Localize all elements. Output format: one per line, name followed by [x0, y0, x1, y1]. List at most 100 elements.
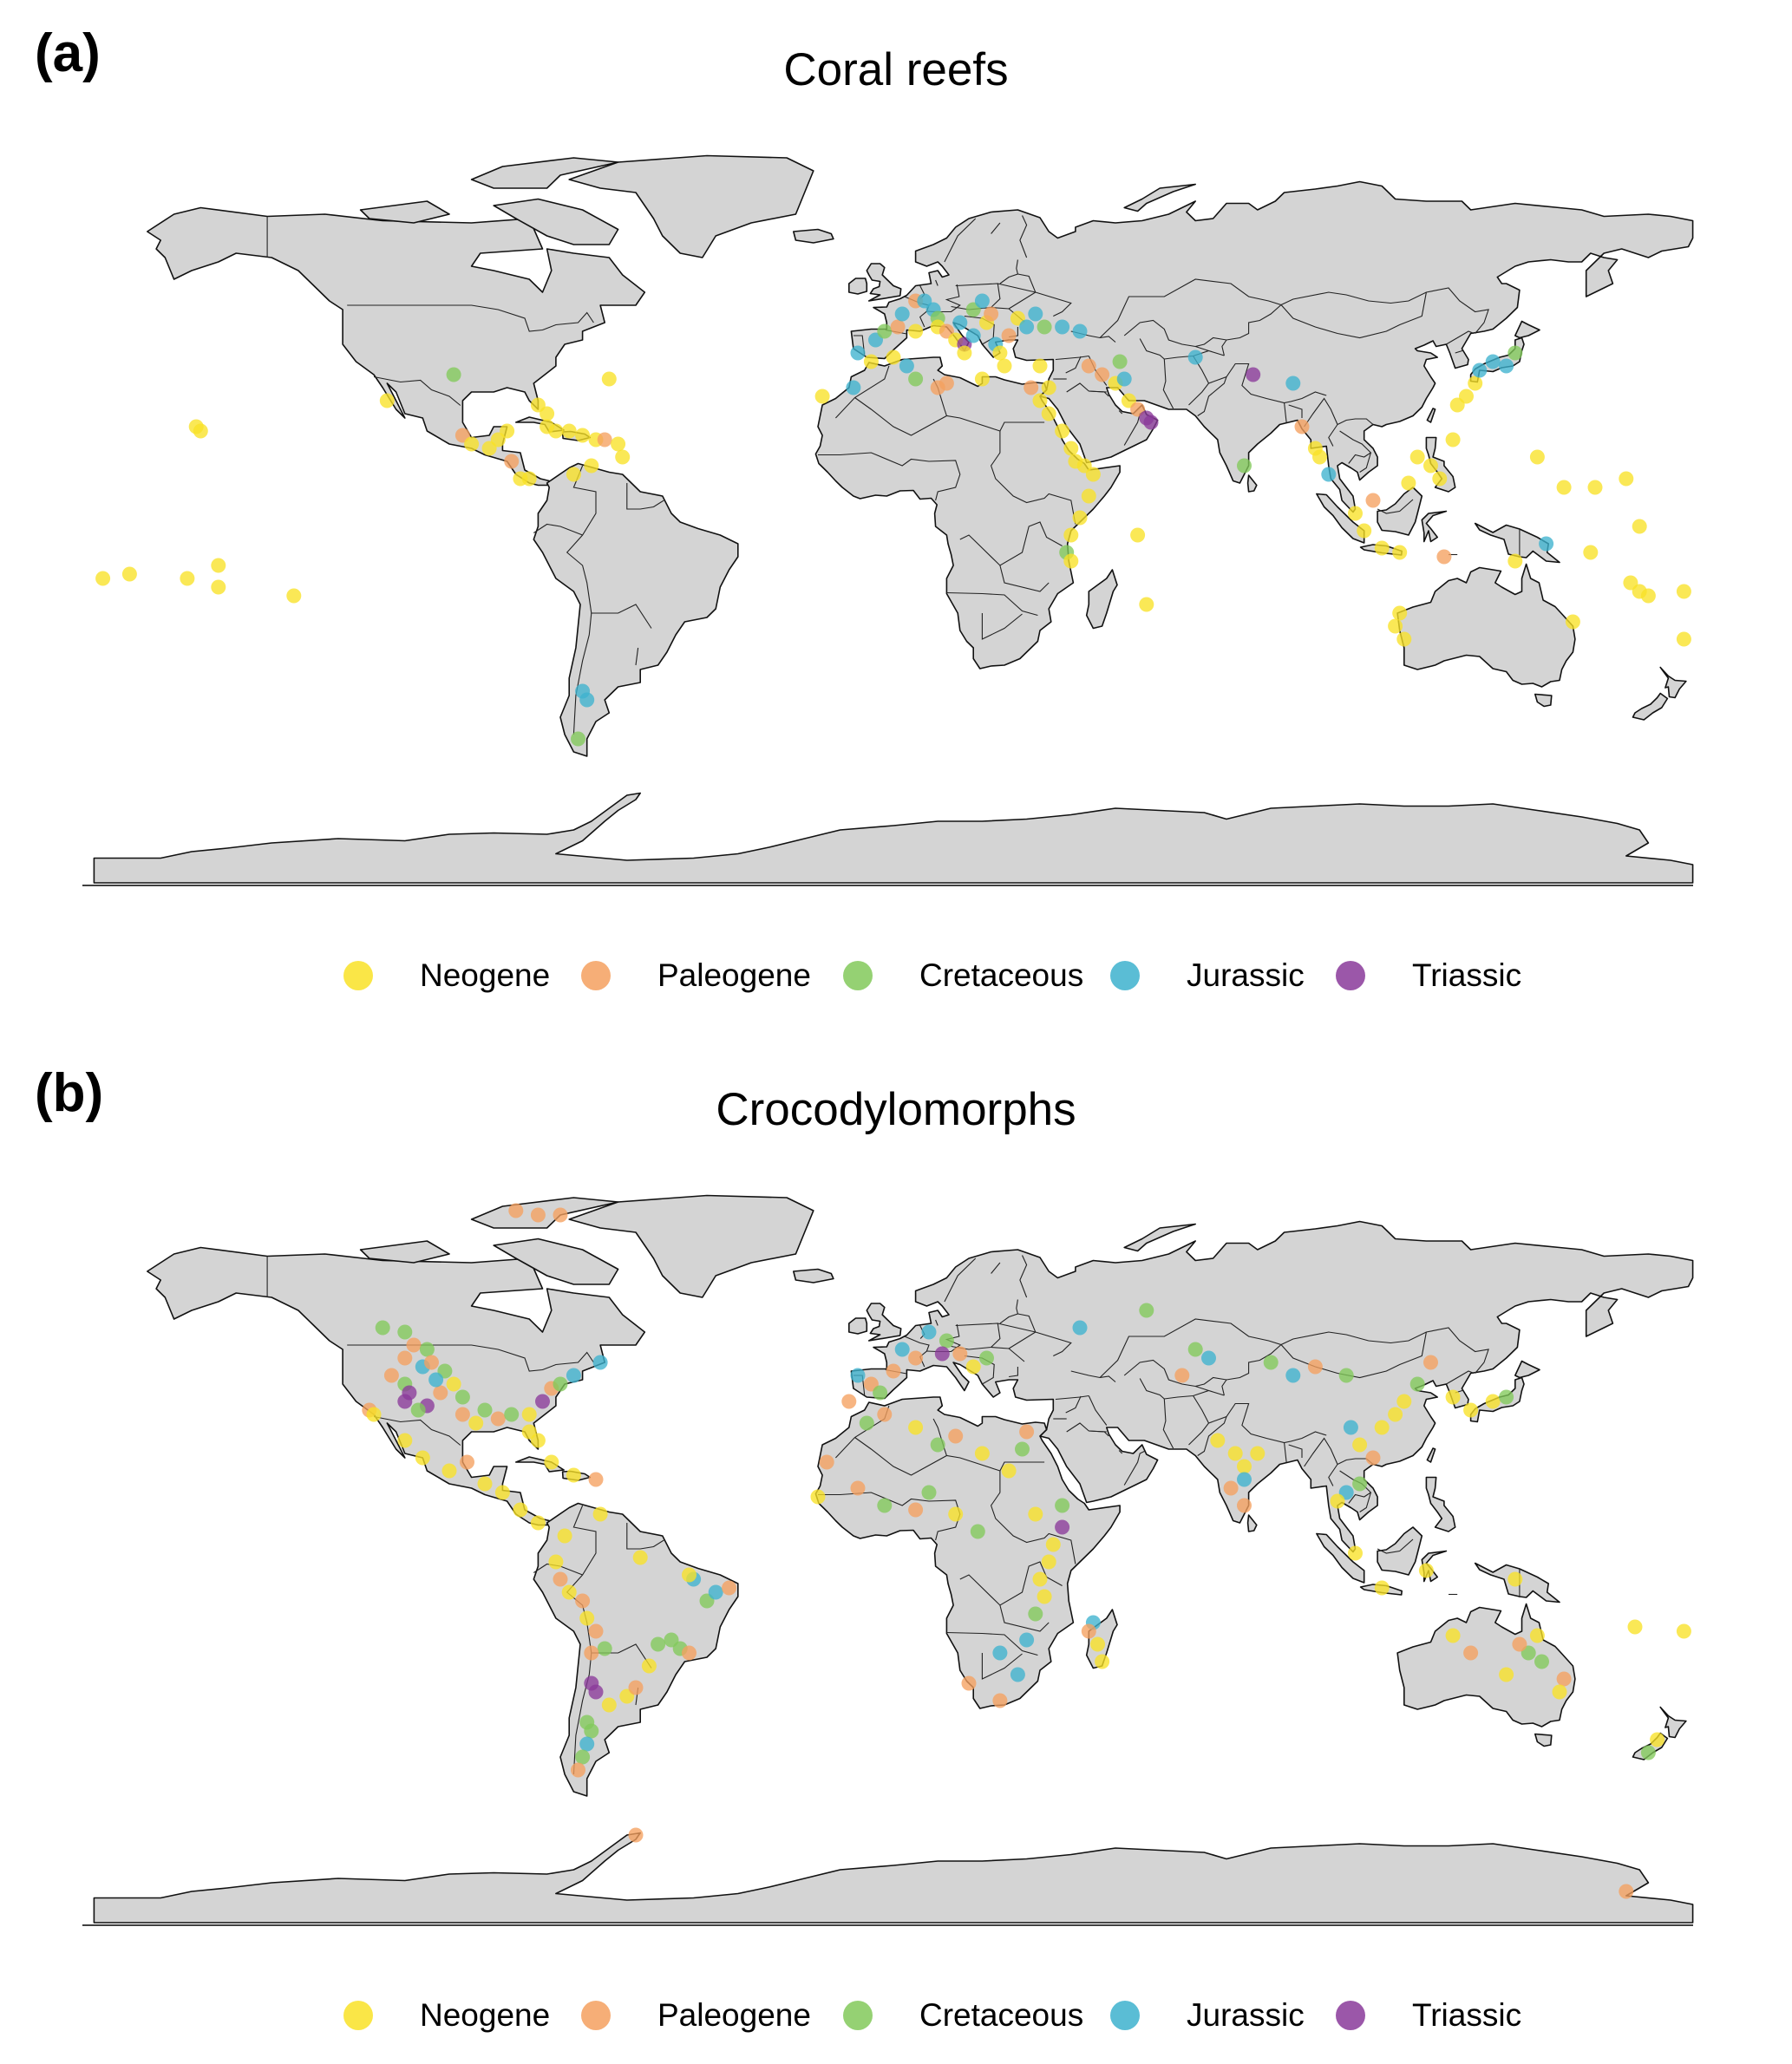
country-border	[1337, 418, 1374, 425]
occurrence-point-neogene	[1063, 527, 1079, 543]
legend-label: Paleogene	[657, 1997, 811, 2033]
occurrence-point-jurassic	[428, 1372, 444, 1388]
country-border	[1280, 291, 1427, 339]
landmass-british-isles	[866, 263, 902, 302]
occurrence-point-neogene	[494, 1485, 510, 1500]
occurrence-point-paleogene	[597, 432, 612, 447]
legend-label: Cretaceous	[919, 1997, 1084, 2033]
country-border	[1065, 1395, 1082, 1414]
country-border	[635, 647, 639, 666]
occurrence-point-neogene	[1676, 631, 1691, 647]
country-border	[818, 452, 961, 501]
occurrence-point-neogene	[1529, 1628, 1545, 1643]
legend-item-cretaceous: Cretaceous	[843, 945, 1083, 1006]
occurrence-point-paleogene	[1294, 419, 1310, 434]
occurrence-point-neogene	[1374, 1580, 1390, 1596]
country-border	[572, 1652, 592, 1775]
country-border	[1446, 1370, 1475, 1385]
country-border	[1195, 1344, 1282, 1388]
country-border	[1304, 1437, 1338, 1486]
occurrence-point-jurassic	[1028, 306, 1043, 322]
occurrence-points	[95, 293, 1691, 747]
landmass-south-america	[533, 1502, 739, 1797]
occurrence-point-paleogene	[628, 1827, 644, 1843]
occurrence-point-triassic	[1246, 367, 1261, 382]
occurrence-point-neogene	[1250, 1446, 1266, 1461]
occurrence-point-neogene	[1072, 510, 1088, 526]
occurrence-point-jurassic	[1321, 467, 1337, 482]
occurrence-point-neogene	[397, 1433, 413, 1448]
country-border	[1089, 390, 1109, 397]
occurrence-point-jurassic	[894, 306, 910, 322]
occurrence-point-jurassic	[846, 380, 861, 395]
occurrence-point-neogene	[1085, 467, 1101, 482]
occurrence-point-neogene	[379, 393, 395, 408]
occurrence-point-cretaceous	[1237, 458, 1252, 474]
occurrence-point-neogene	[974, 1446, 990, 1461]
occurrence-point-cretaceous	[1508, 345, 1523, 361]
occurrence-point-paleogene	[1365, 493, 1381, 508]
country-border	[1055, 1395, 1089, 1401]
landmass-hokkaido	[1514, 320, 1540, 339]
occurrence-point-neogene	[1423, 458, 1438, 474]
occurrence-point-cretaceous	[939, 1333, 954, 1349]
occurrence-point-cretaceous	[410, 1402, 426, 1418]
occurrence-point-paleogene	[628, 1680, 644, 1695]
occurrence-point-neogene	[1032, 358, 1048, 374]
occurrence-point-jurassic	[592, 1355, 608, 1370]
occurrence-point-cretaceous	[397, 1324, 413, 1340]
occurrence-point-jurassic	[965, 328, 981, 343]
landmass-sakhalin-taiwan	[1426, 1447, 1436, 1463]
occurrence-point-neogene	[632, 1550, 648, 1565]
occurrence-point-paleogene	[1095, 367, 1110, 382]
occurrence-point-neogene	[366, 1407, 382, 1422]
occurrence-point-jurassic	[1116, 371, 1132, 387]
occurrence-point-neogene	[814, 389, 830, 404]
occurrence-point-paleogene	[433, 1385, 448, 1401]
occurrence-point-jurassic	[1072, 1320, 1088, 1336]
occurrence-point-neogene	[540, 406, 555, 421]
occurrence-point-paleogene	[722, 1580, 737, 1596]
legend-swatch	[343, 961, 373, 990]
country-border	[981, 1653, 1023, 1680]
landmass-svalbard-novaya	[1123, 183, 1196, 212]
occurrence-point-paleogene	[490, 1411, 506, 1427]
panel-label: (a)	[35, 23, 101, 83]
country-border	[626, 1523, 664, 1550]
occurrence-point-neogene	[180, 571, 195, 586]
occurrence-point-neogene	[1090, 1636, 1105, 1652]
occurrence-point-cretaceous	[877, 323, 893, 339]
occurrence-point-paleogene	[984, 306, 999, 322]
occurrence-point-neogene	[548, 1554, 564, 1570]
occurrence-point-paleogene	[1081, 358, 1096, 374]
occurrence-point-paleogene	[992, 1693, 1008, 1708]
legend-label: Jurassic	[1187, 1997, 1305, 2033]
occurrence-point-neogene	[1032, 1571, 1048, 1587]
occurrence-point-paleogene	[1512, 1636, 1527, 1652]
occurrence-point-neogene	[992, 345, 1008, 361]
occurrence-point-neogene	[1041, 406, 1056, 421]
occurrence-point-cretaceous	[908, 371, 924, 387]
landmass-ireland	[848, 1317, 868, 1335]
legend-swatch	[1336, 961, 1365, 990]
country-border	[1162, 358, 1174, 409]
occurrence-point-cretaceous	[1037, 319, 1052, 335]
country-border	[347, 1344, 594, 1372]
country-border	[1088, 1395, 1108, 1426]
occurrence-point-cretaceous	[1352, 1476, 1368, 1492]
occurrence-point-cretaceous	[1139, 1303, 1154, 1318]
occurrence-point-neogene	[1312, 449, 1327, 465]
country-border	[951, 283, 1001, 310]
occurrence-point-neogene	[1445, 1389, 1461, 1405]
occurrence-point-jurassic	[1472, 363, 1488, 378]
landmass-sumatra	[1316, 493, 1365, 544]
occurrence-point-cretaceous	[873, 1385, 888, 1401]
landmass-baffin	[493, 198, 619, 245]
legend-swatch	[1110, 961, 1140, 990]
country-border	[1377, 1538, 1414, 1554]
country-border	[1065, 356, 1082, 374]
occurrence-point-paleogene	[588, 1623, 604, 1639]
occurrence-point-neogene	[561, 1584, 577, 1600]
occurrence-point-cretaceous	[446, 367, 461, 382]
landmass-iceland	[793, 228, 834, 244]
